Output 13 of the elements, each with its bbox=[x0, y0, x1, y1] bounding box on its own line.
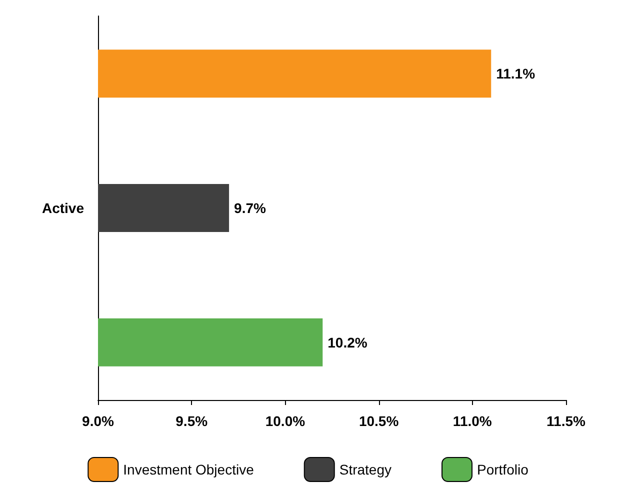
legend-label: Strategy bbox=[339, 462, 392, 478]
data-label: 11.1% bbox=[496, 66, 536, 82]
data-label: 10.2% bbox=[328, 334, 368, 350]
x-tick-label: 10.5% bbox=[358, 413, 400, 429]
x-tick-label: 9.5% bbox=[176, 413, 208, 429]
legend-label: Portfolio bbox=[477, 462, 529, 478]
y-tick-label: Active bbox=[42, 200, 84, 216]
x-tick-label: 11.0% bbox=[452, 413, 492, 429]
legend-label: Investment Objective bbox=[123, 462, 254, 478]
x-tick-label: 11.5% bbox=[546, 413, 586, 429]
x-tick-label: 10.0% bbox=[265, 413, 306, 429]
data-label: 9.7% bbox=[234, 200, 266, 216]
x-tick-label: 9.0% bbox=[82, 413, 114, 429]
